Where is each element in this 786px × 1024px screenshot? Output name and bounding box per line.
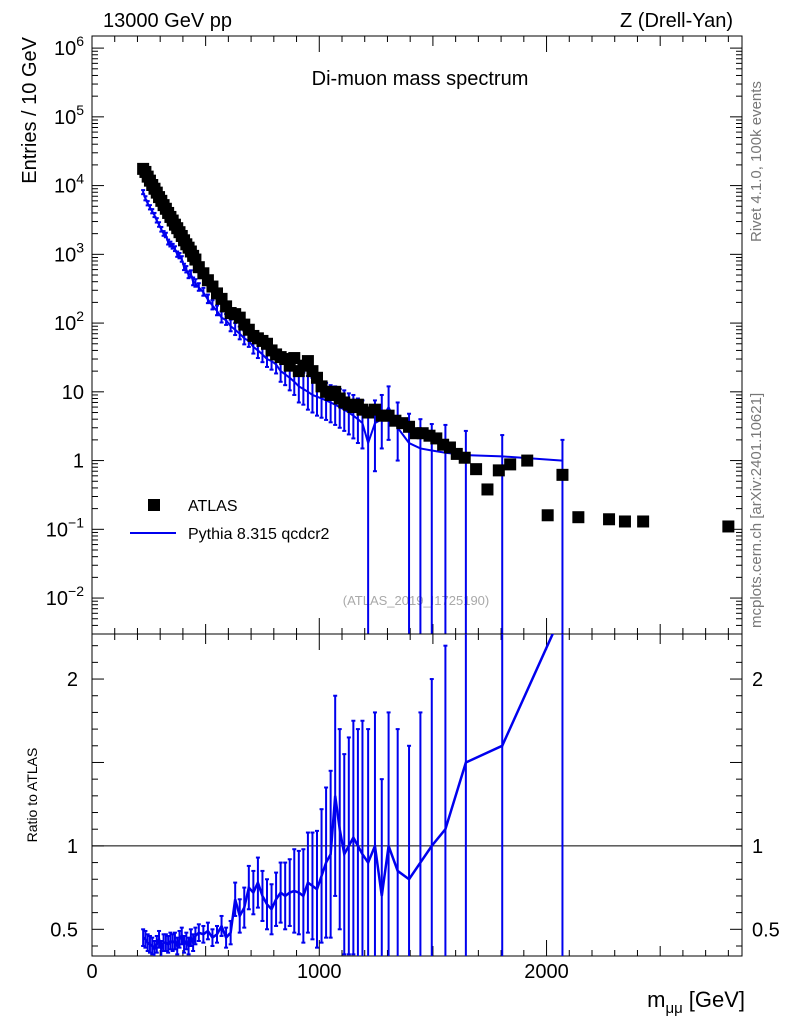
- atlas-point: [572, 511, 585, 524]
- pythia-series: [141, 189, 565, 634]
- atlas-point: [492, 464, 505, 477]
- ratio-plot-ticklabels: 0.5 0.5 1 1 2 2: [50, 669, 780, 941]
- header-right-label: Z (Drell-Yan): [620, 10, 733, 32]
- x-axis-title-sub: μμ: [665, 1000, 682, 1017]
- y-tick-label-base: 10: [54, 313, 76, 335]
- main-plot-ylabel: Entries / 10 GeV: [19, 36, 41, 183]
- ratio-pythia-series: [141, 634, 564, 956]
- y-tick-label-base: 1: [73, 451, 84, 473]
- x-tick-label: 2000: [524, 961, 569, 983]
- atlas-point: [458, 451, 471, 464]
- x-axis-ticklabels: 0 1000 2000: [86, 961, 568, 983]
- ratio-y-tick-label-right: 1: [752, 836, 763, 858]
- y-tick-label: 106: [54, 33, 84, 60]
- y-tick-label-exp: 5: [76, 102, 84, 118]
- y-tick-label-exp: 3: [76, 239, 84, 255]
- y-tick-label: 103: [54, 239, 84, 266]
- legend: ATLAS Pythia 8.315 qcdcr2: [130, 498, 330, 543]
- atlas-point: [288, 352, 301, 365]
- ratio-y-tick-label: 2: [67, 669, 78, 691]
- x-tick-label: 0: [86, 961, 97, 983]
- atlas-point: [481, 483, 494, 496]
- y-tick-label-exp: 2: [76, 308, 84, 324]
- atlas-point: [521, 454, 534, 467]
- ratio-y-tick-label-right: 0.5: [752, 919, 780, 941]
- atlas-point: [189, 253, 202, 266]
- x-tick-label: 1000: [297, 961, 342, 983]
- y-tick-label: 10−2: [46, 583, 84, 610]
- y-tick-label: 102: [54, 308, 84, 335]
- y-tick-label: 10−1: [46, 514, 84, 541]
- y-tick-label-base: 10: [54, 244, 76, 266]
- atlas-point: [541, 509, 554, 522]
- atlas-point: [637, 515, 650, 528]
- x-axis-title-m: m: [647, 987, 665, 1012]
- ratio-y-tick-label: 0.5: [50, 919, 78, 941]
- y-tick-label-base: 10: [46, 519, 68, 541]
- atlas-point: [301, 355, 314, 368]
- x-axis-title: mμμ [GeV]: [647, 987, 745, 1017]
- atlas-series: [137, 162, 735, 533]
- main-plot-ticks: [91, 36, 742, 635]
- y-tick-label-base: 10: [54, 107, 76, 129]
- y-tick-label: 105: [54, 102, 84, 129]
- legend-pythia-label: Pythia 8.315 qcdcr2: [188, 526, 330, 543]
- y-tick-label-exp: −1: [68, 514, 84, 530]
- watermark-label: (ATLAS_2019_I1725190): [343, 593, 489, 608]
- ratio-plot-ticks: [91, 634, 742, 956]
- y-tick-label-exp: 4: [76, 171, 84, 187]
- rivet-version-label: Rivet 4.1.0, 100k events: [748, 81, 765, 242]
- ratio-plot-ylabel: Ratio to ATLAS: [24, 748, 40, 843]
- legend-atlas-marker: [148, 499, 160, 511]
- atlas-point: [722, 520, 735, 533]
- y-tick-label: 10: [62, 382, 84, 404]
- atlas-point: [603, 513, 616, 526]
- y-tick-label-base: 10: [46, 588, 68, 610]
- ratio-plot-panel: 0.5 0.5 1 1 2 2 Ratio to ATLAS 0 1000 2000 mμμ […: [24, 633, 780, 1017]
- mcplots-label: mcplots.cern.ch [arXiv:2401.10621]: [748, 393, 765, 628]
- y-tick-label: 104: [54, 171, 84, 198]
- atlas-point: [618, 515, 631, 528]
- main-plot-frame: [91, 35, 743, 635]
- y-tick-label-exp: 6: [76, 33, 84, 49]
- ratio-plot-frame: [91, 633, 743, 957]
- y-tick-label-base: 10: [62, 382, 84, 404]
- y-tick-label: 1: [73, 451, 84, 473]
- header-left-label: 13000 GeV pp: [103, 10, 232, 32]
- legend-atlas-label: ATLAS: [188, 498, 238, 515]
- atlas-point: [556, 468, 569, 481]
- atlas-point: [504, 458, 517, 471]
- y-tick-label-exp: −2: [68, 583, 84, 599]
- y-tick-label-base: 10: [54, 176, 76, 198]
- main-plot-title: Di-muon mass spectrum: [312, 68, 529, 90]
- x-axis-title-unit: [GeV]: [689, 987, 745, 1012]
- y-tick-label-base: 10: [54, 38, 76, 60]
- ratio-y-tick-label: 1: [67, 836, 78, 858]
- atlas-point: [470, 463, 483, 476]
- ratio-y-tick-label-right: 2: [752, 669, 763, 691]
